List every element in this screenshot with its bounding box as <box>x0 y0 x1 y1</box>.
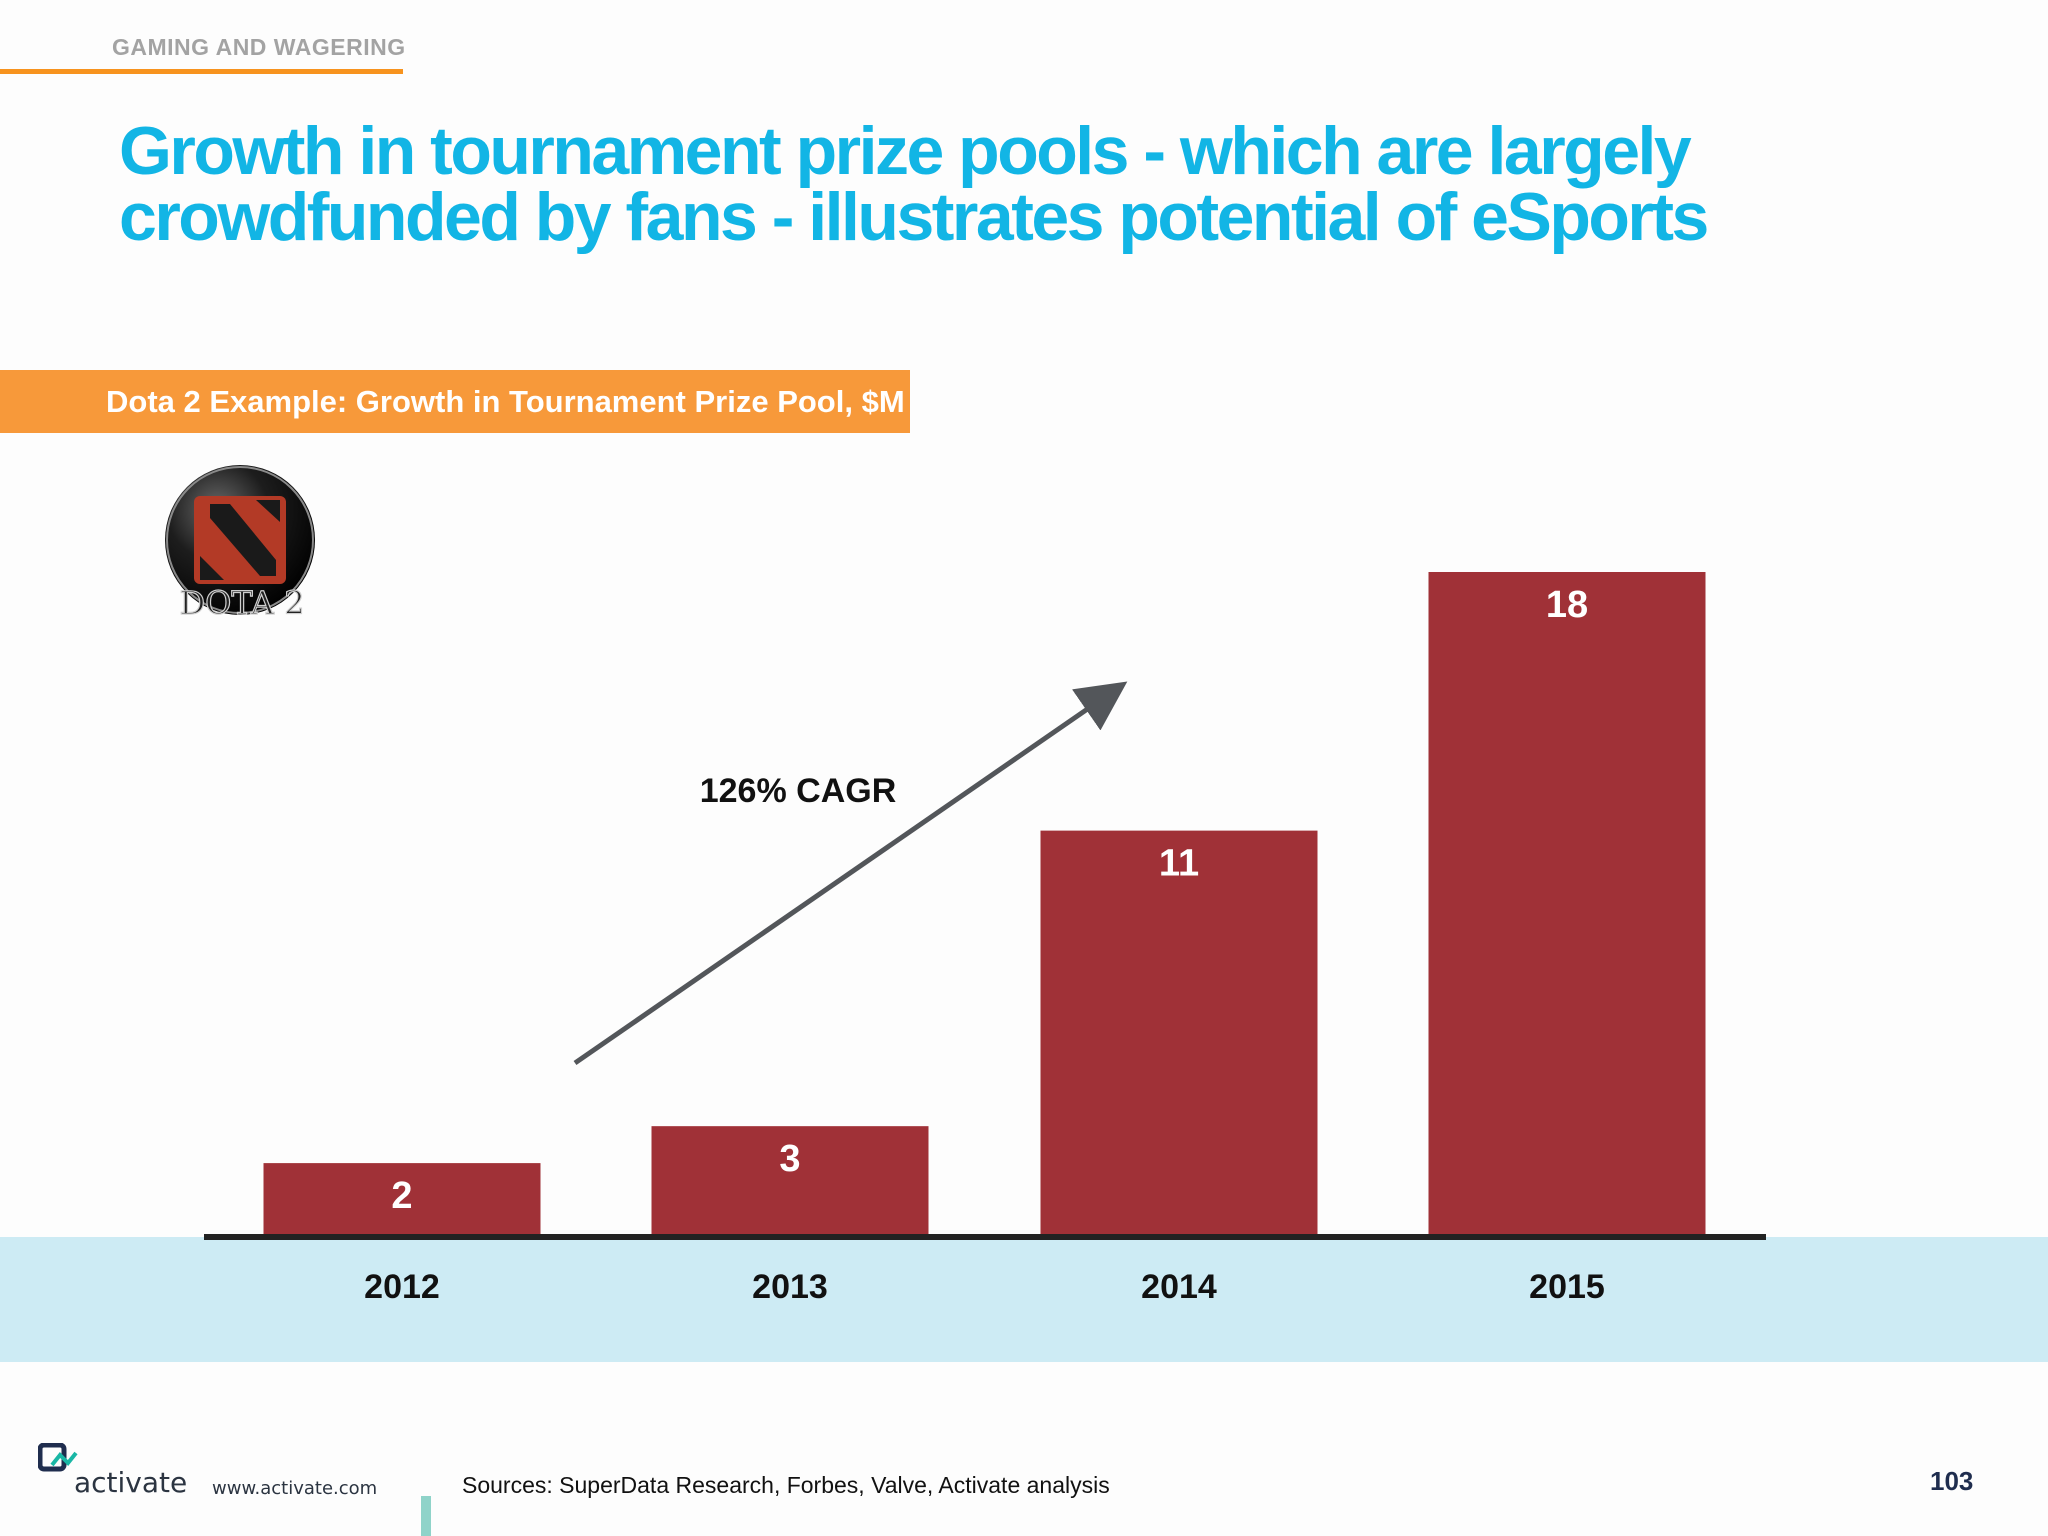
bar-2013 <box>651 1126 929 1237</box>
page-title: Growth in tournament prize pools - which… <box>119 113 1709 255</box>
growth-arrow <box>573 681 1128 1066</box>
footer-sources: Sources: SuperData Research, Forbes, Val… <box>462 1472 1110 1498</box>
bar-value-label: 3 <box>779 1138 800 1180</box>
chart-title-banner: Dota 2 Example: Growth in Tournament Pri… <box>0 370 910 433</box>
section-rule <box>0 69 403 74</box>
axis-band <box>0 1237 2048 1362</box>
bar-value-label: 11 <box>1159 843 1199 885</box>
x-tick-label: 2014 <box>1141 1268 1217 1306</box>
footer-divider <box>421 1496 431 1536</box>
bar-2015 <box>1428 572 1706 1237</box>
activate-logo-icon <box>38 1443 78 1472</box>
x-tick-label: 2015 <box>1529 1268 1605 1306</box>
footer-brand: activate <box>74 1466 188 1499</box>
section-label: GAMING AND WAGERING <box>112 34 406 60</box>
bar-2012 <box>263 1163 541 1237</box>
page-number: 103 <box>1930 1466 1974 1496</box>
dota-2-logo-text: DOTA 2 <box>179 584 304 622</box>
x-tick-label: 2012 <box>364 1268 440 1306</box>
cagr-annotation: 126% CAGR <box>700 772 897 810</box>
dota-2-logo: DOTA 2 <box>165 465 315 623</box>
bar-value-label: 2 <box>391 1175 412 1217</box>
bar-value-label: 18 <box>1546 584 1588 626</box>
x-tick-label: 2013 <box>752 1268 828 1306</box>
bar-2014 <box>1040 830 1318 1237</box>
bar-chart: 2 2012 3 2013 11 2014 18 2015 126% CAGR <box>204 572 1766 1306</box>
footer-url[interactable]: www.activate.com <box>212 1478 378 1499</box>
